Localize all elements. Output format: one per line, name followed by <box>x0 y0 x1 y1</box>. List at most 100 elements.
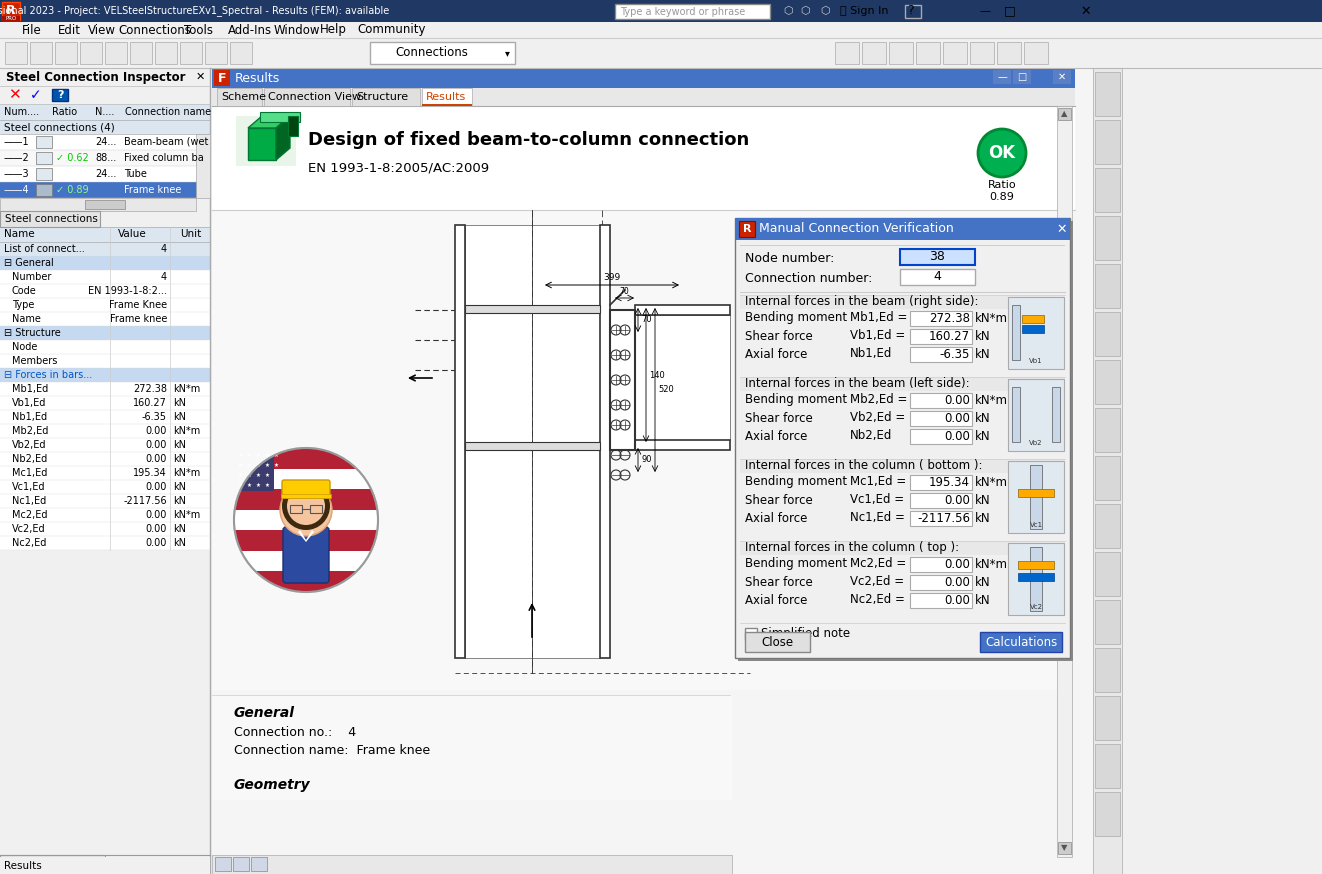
Text: Connection number:: Connection number: <box>746 272 873 285</box>
Text: —: — <box>997 72 1007 82</box>
Text: ★: ★ <box>255 453 260 457</box>
Text: Community: Community <box>357 24 426 37</box>
Bar <box>609 310 635 450</box>
Text: Node: Node <box>12 342 37 352</box>
Text: R: R <box>743 224 751 234</box>
Text: 0.00: 0.00 <box>145 426 167 436</box>
Bar <box>0 86 210 104</box>
Text: Simplified note: Simplified note <box>761 628 850 641</box>
Text: 0.00: 0.00 <box>145 454 167 464</box>
Bar <box>0 270 210 284</box>
Bar <box>0 424 210 438</box>
Text: Mc1,Ed =: Mc1,Ed = <box>850 475 907 489</box>
Text: 140: 140 <box>649 371 665 379</box>
Bar <box>1030 547 1042 611</box>
Text: Tools: Tools <box>184 24 213 37</box>
Text: Value: Value <box>118 229 147 239</box>
Text: ⬡: ⬡ <box>820 6 830 16</box>
Text: Members: Members <box>12 356 57 366</box>
Bar <box>0 858 210 874</box>
Bar <box>234 551 378 572</box>
Text: Steel connections: Steel connections <box>5 214 98 224</box>
Text: Code: Code <box>12 286 37 296</box>
Text: -6.35: -6.35 <box>940 348 970 360</box>
Bar <box>1095 264 1120 308</box>
Text: EN 1993-1-8:2005/AC:2009: EN 1993-1-8:2005/AC:2009 <box>308 162 489 175</box>
Bar <box>746 628 758 640</box>
Bar <box>36 136 52 148</box>
Bar <box>85 200 126 209</box>
Bar <box>0 104 210 120</box>
Text: Add-Ins: Add-Ins <box>227 24 272 37</box>
Text: ——2: ——2 <box>4 153 30 163</box>
Bar <box>52 89 67 101</box>
Circle shape <box>287 487 325 525</box>
Bar <box>56 42 77 64</box>
Text: kN: kN <box>173 538 186 548</box>
Bar <box>217 88 262 106</box>
Bar <box>212 68 1075 88</box>
Text: ✕: ✕ <box>1081 4 1091 17</box>
Text: ★: ★ <box>274 473 279 477</box>
Text: Fixed column ba: Fixed column ba <box>124 153 204 163</box>
Bar <box>234 448 378 468</box>
Text: kN*m: kN*m <box>976 558 1007 571</box>
Bar <box>916 42 940 64</box>
Text: 70: 70 <box>619 287 629 296</box>
Bar <box>1095 744 1120 788</box>
Bar <box>196 134 210 198</box>
Bar <box>1095 696 1120 740</box>
Bar <box>910 593 972 608</box>
Bar <box>1095 552 1120 596</box>
Text: Shear force: Shear force <box>746 329 813 343</box>
Text: Help: Help <box>320 24 346 37</box>
Text: Bending moment: Bending moment <box>746 558 847 571</box>
Text: ★: ★ <box>238 462 242 468</box>
Bar <box>370 42 516 64</box>
Text: Mc1,Ed: Mc1,Ed <box>12 468 48 478</box>
Text: kN: kN <box>976 329 990 343</box>
Bar <box>0 368 210 382</box>
Bar <box>1095 408 1120 452</box>
Text: ▲: ▲ <box>1060 109 1067 119</box>
Bar <box>910 329 972 344</box>
Bar <box>910 493 972 508</box>
Text: 0.00: 0.00 <box>145 482 167 492</box>
Bar <box>249 128 276 160</box>
Text: Frame knee: Frame knee <box>124 185 181 195</box>
Bar <box>1095 120 1120 164</box>
Bar <box>1022 315 1044 323</box>
Text: Nc2,Ed: Nc2,Ed <box>12 538 46 548</box>
Text: Nb1,Ed: Nb1,Ed <box>12 412 48 422</box>
Text: ?: ? <box>57 90 63 100</box>
Text: Connection name: Connection name <box>126 107 212 117</box>
Bar <box>910 411 972 426</box>
Text: □: □ <box>1005 4 1015 17</box>
Bar <box>212 855 732 874</box>
Bar <box>290 505 301 513</box>
Bar <box>910 311 972 326</box>
Bar <box>0 68 210 86</box>
Bar <box>465 225 600 658</box>
Bar <box>1095 72 1120 116</box>
Text: kN: kN <box>976 348 990 360</box>
Bar <box>0 150 210 166</box>
Bar <box>260 112 300 122</box>
Bar <box>282 494 330 498</box>
Text: Vc1,Ed: Vc1,Ed <box>12 482 45 492</box>
Text: 0.00: 0.00 <box>944 593 970 607</box>
Bar <box>635 440 730 450</box>
Bar <box>740 459 1066 473</box>
Bar <box>422 104 472 106</box>
Text: 90: 90 <box>641 455 652 464</box>
Text: -6.35: -6.35 <box>141 412 167 422</box>
Bar <box>635 315 730 440</box>
Polygon shape <box>297 530 315 542</box>
Text: ★: ★ <box>247 473 251 477</box>
Bar <box>1013 387 1021 442</box>
Polygon shape <box>276 116 290 160</box>
Text: Axial force: Axial force <box>746 429 808 442</box>
Text: kN: kN <box>976 429 990 442</box>
Bar <box>422 88 472 106</box>
Bar <box>0 227 210 242</box>
